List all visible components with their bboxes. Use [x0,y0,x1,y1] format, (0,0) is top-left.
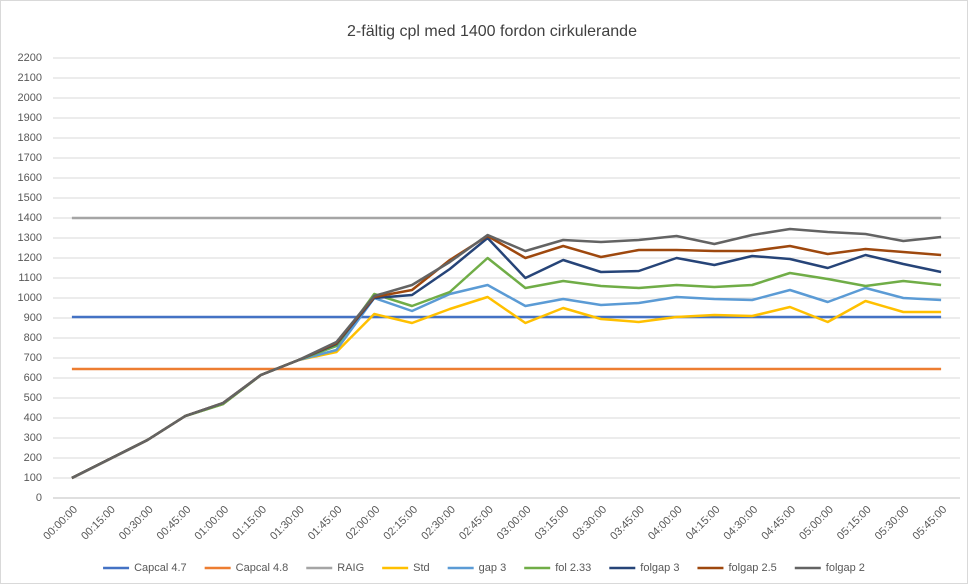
y-tick-label: 1300 [18,232,42,244]
y-tick-label: 1100 [18,272,42,284]
y-tick-label: 700 [24,352,42,364]
y-tick-label: 500 [24,392,42,404]
y-tick-label: 1700 [18,152,42,164]
y-tick-label: 1500 [18,192,42,204]
y-tick-label: 0 [36,492,42,504]
y-tick-label: 2100 [18,72,42,84]
y-tick-label: 1400 [18,212,42,224]
chart-title: 2-fältig cpl med 1400 fordon cirkulerand… [347,23,637,40]
legend-label: RAIG [337,562,364,574]
y-tick-label: 900 [24,312,42,324]
legend-label: folgap 3 [640,562,679,574]
y-tick-label: 2000 [18,92,42,104]
legend: Capcal 4.7 Capcal 4.8 RAIG Std gap 3 fol 2.33… [103,562,865,574]
y-tick-label: 200 [24,452,42,464]
legend-label: folgap 2.5 [728,562,776,574]
y-tick-label: 800 [24,332,42,344]
legend-label: folgap 2 [826,562,865,574]
legend-label: fol 2.33 [555,562,591,574]
y-tick-label: 1000 [18,292,42,304]
y-tick-label: 400 [24,412,42,424]
y-tick-label: 600 [24,372,42,384]
y-tick-label: 2200 [18,52,42,64]
y-tick-label: 300 [24,432,42,444]
y-tick-label: 1600 [18,172,42,184]
legend-label: gap 3 [479,562,507,574]
legend-label: Std [413,562,430,574]
legend-label: Capcal 4.8 [236,562,289,574]
legend-label: Capcal 4.7 [134,562,187,574]
y-tick-label: 1800 [18,132,42,144]
y-tick-label: 100 [24,472,42,484]
series-line [71,227,942,480]
y-tick-label: 1900 [18,112,42,124]
y-tick-label: 1200 [18,252,42,264]
